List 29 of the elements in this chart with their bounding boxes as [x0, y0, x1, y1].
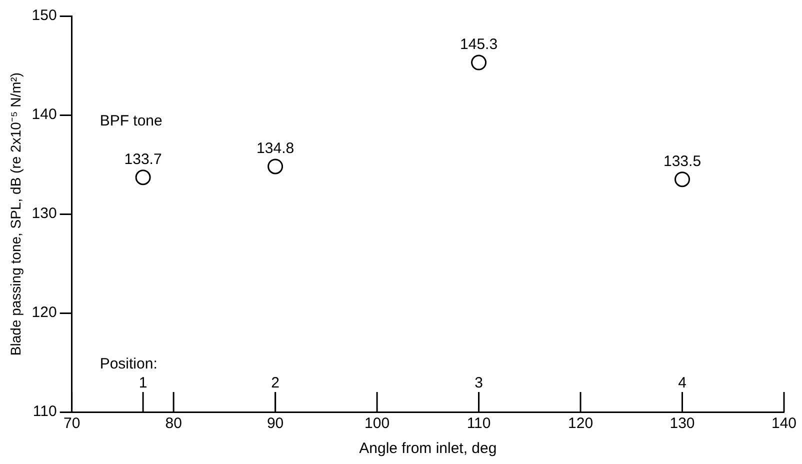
x-tick-label: 120	[568, 415, 594, 432]
y-tick-label: 150	[32, 7, 57, 24]
annotation: 2	[271, 374, 280, 392]
y-tick-label: 130	[32, 205, 57, 222]
x-tick-label: 90	[266, 415, 284, 432]
x-tick-label: 110	[466, 415, 491, 432]
annotation: BPF tone	[100, 112, 162, 130]
annotation: Position:	[100, 356, 158, 373]
annotation: 3	[474, 374, 483, 392]
y-tick-label: 140	[32, 106, 57, 124]
y-tick-label: 110	[32, 403, 57, 420]
point	[471, 54, 487, 70]
x-tick-label: 70	[63, 415, 80, 432]
data-label: 133.5	[663, 152, 702, 170]
x-tick-label: 80	[165, 415, 182, 432]
y-tick-label: 120	[32, 304, 57, 322]
x-axis-title: Angle from inlet, deg	[359, 440, 497, 458]
data-label: 133.7	[124, 151, 162, 168]
point	[268, 158, 284, 174]
x-tick-label: 140	[771, 415, 797, 432]
data-label: 145.3	[460, 36, 498, 54]
data-label: 134.8	[256, 140, 294, 158]
annotation: 4	[678, 374, 686, 392]
point	[135, 170, 151, 186]
x-tick-label: 130	[670, 415, 695, 432]
annotation: 1	[138, 374, 148, 392]
y-axis-title: Blade passing tone, SPL, dB (re 2x10⁻⁵ N/m²)	[7, 72, 24, 356]
point	[674, 172, 690, 188]
x-tick-label: 100	[364, 415, 390, 432]
